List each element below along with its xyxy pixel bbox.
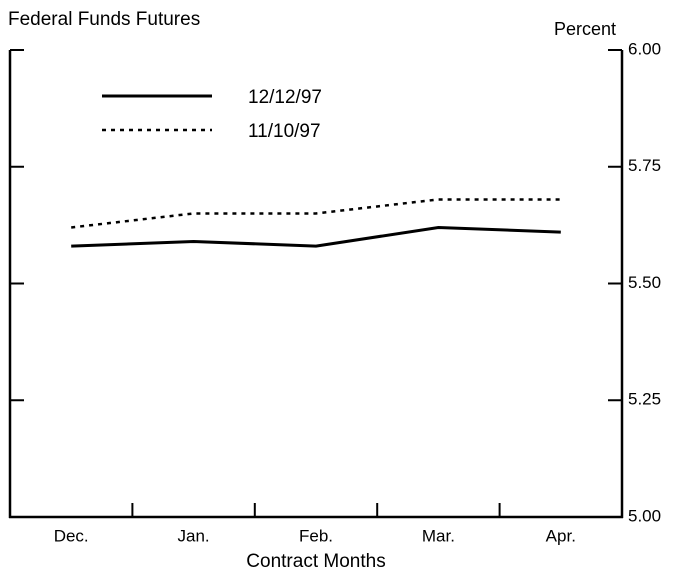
x-tick-label: Apr. [546,526,576,545]
legend-label: 11/10/97 [248,121,321,142]
y-tick-label: 5.75 [628,156,661,175]
y-tick-label: 6.00 [628,39,661,58]
series-line [71,198,561,229]
y-axis-label: Percent [554,19,616,39]
legend-label: 12/12/97 [248,87,322,108]
y-tick-label: 5.50 [628,273,661,292]
x-tick-label: Jan. [178,526,210,545]
y-tick-label: 5.25 [628,390,661,409]
y-tick-label: 5.00 [628,506,661,525]
x-axis-label: Contract Months [246,551,385,572]
chart-title: Federal Funds Futures [8,9,200,30]
series-line [71,225,561,248]
x-tick-label: Feb. [299,526,333,545]
x-tick-label: Mar. [422,526,455,545]
x-tick-label: Dec. [54,526,89,545]
